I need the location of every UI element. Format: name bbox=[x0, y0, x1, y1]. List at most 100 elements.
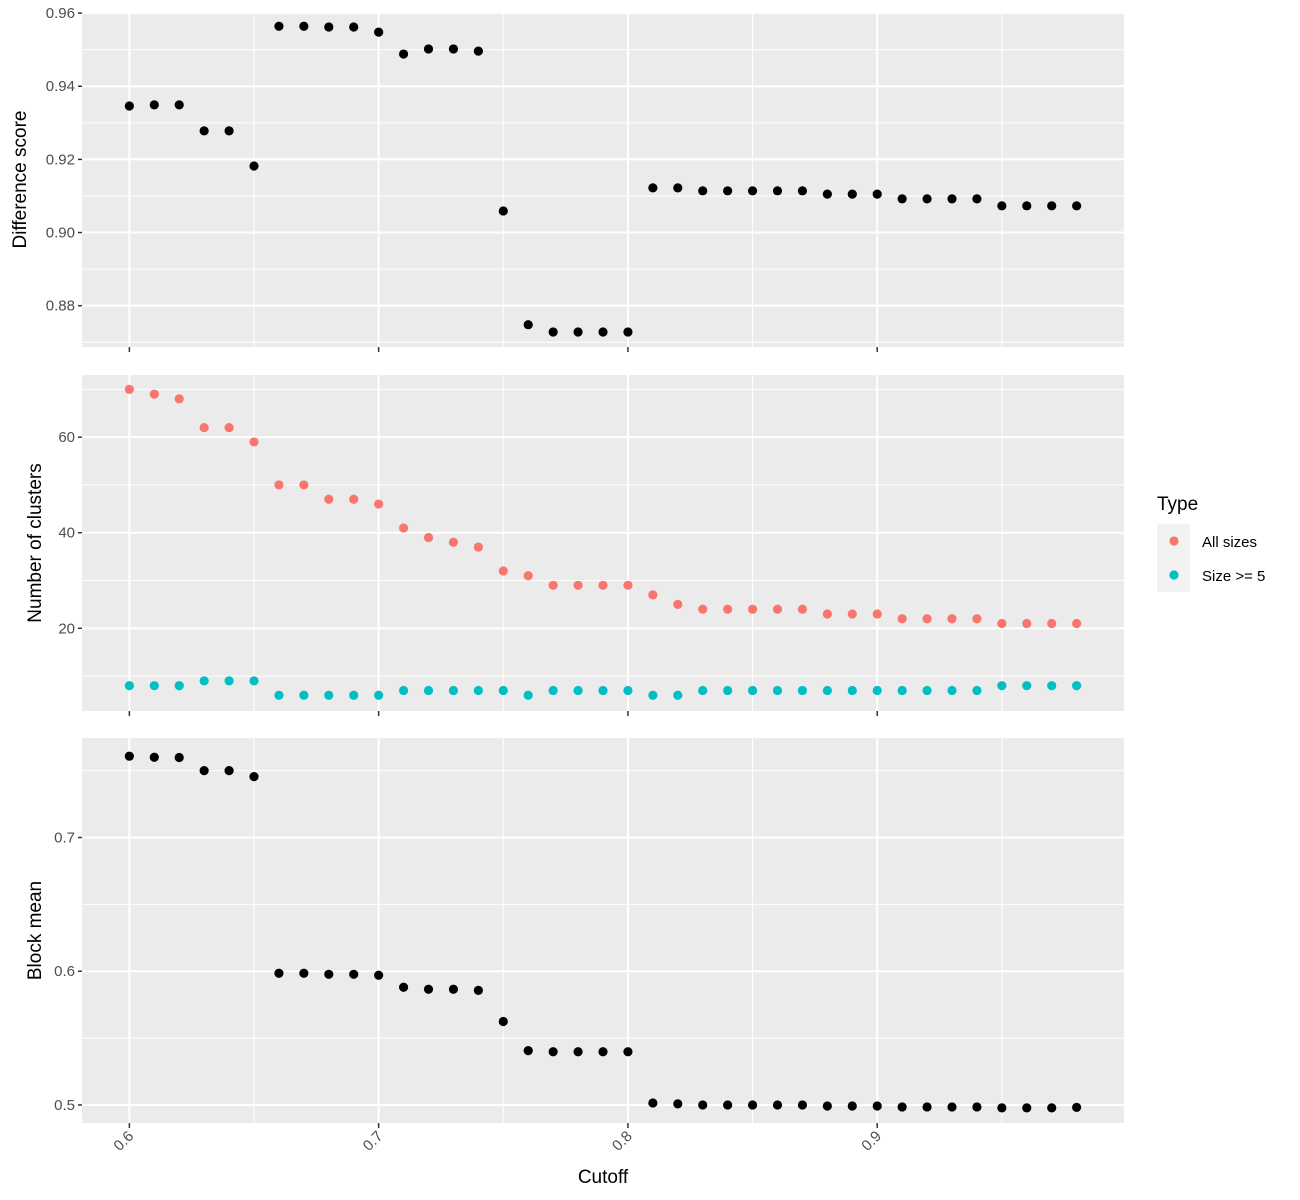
data-point bbox=[673, 1099, 683, 1109]
data-point bbox=[822, 685, 832, 696]
data-point bbox=[448, 685, 459, 696]
data-point bbox=[324, 22, 334, 32]
data-point bbox=[872, 685, 882, 696]
data-point bbox=[224, 766, 234, 776]
data-point bbox=[573, 580, 583, 590]
y-tick-label: 0.94 bbox=[46, 78, 75, 95]
y-tick-label: 0.5 bbox=[54, 1097, 75, 1114]
data-point bbox=[249, 772, 259, 782]
data-point bbox=[723, 685, 733, 696]
data-point bbox=[324, 690, 334, 700]
data-point bbox=[1047, 681, 1057, 691]
data-point bbox=[747, 685, 758, 696]
y-tick-label: 60 bbox=[58, 429, 75, 446]
data-point bbox=[623, 1047, 633, 1057]
data-point bbox=[473, 46, 483, 56]
data-point bbox=[573, 327, 583, 337]
data-point bbox=[723, 186, 733, 196]
data-point bbox=[498, 566, 508, 576]
data-point bbox=[947, 614, 957, 624]
data-point bbox=[897, 1102, 907, 1112]
data-point bbox=[174, 394, 184, 404]
data-point bbox=[1022, 1103, 1032, 1113]
legend-entry: All sizes bbox=[1157, 524, 1257, 558]
data-point bbox=[648, 690, 658, 700]
legend-label: All sizes bbox=[1202, 534, 1257, 551]
data-point bbox=[797, 604, 808, 614]
data-point bbox=[698, 685, 708, 696]
data-point bbox=[374, 27, 384, 37]
data-point bbox=[548, 685, 558, 696]
y-axis-title: Number of clusters bbox=[25, 463, 46, 622]
data-point bbox=[972, 194, 982, 204]
y-tick-label: 0.92 bbox=[46, 151, 75, 168]
data-point bbox=[972, 1102, 982, 1112]
data-point bbox=[822, 189, 832, 199]
data-point bbox=[947, 1102, 957, 1112]
y-tick-label: 0.96 bbox=[46, 5, 75, 22]
data-point bbox=[573, 1047, 583, 1057]
y-axis-title: Block mean bbox=[25, 881, 46, 980]
data-point bbox=[423, 532, 434, 543]
data-point bbox=[199, 422, 209, 433]
data-point bbox=[224, 676, 234, 686]
panel-background bbox=[82, 12, 1124, 347]
data-point bbox=[698, 604, 708, 614]
data-point bbox=[947, 194, 957, 204]
data-point bbox=[772, 604, 783, 614]
data-point bbox=[997, 618, 1007, 629]
x-axis-title: Cutoff bbox=[578, 1167, 629, 1188]
data-point bbox=[698, 1100, 708, 1110]
data-point bbox=[648, 590, 658, 600]
data-point bbox=[274, 480, 284, 490]
data-point bbox=[523, 690, 533, 700]
data-point bbox=[523, 320, 533, 330]
data-point bbox=[772, 186, 783, 196]
data-point bbox=[398, 49, 409, 59]
data-point bbox=[349, 969, 359, 979]
y-tick-label: 20 bbox=[58, 620, 75, 637]
data-point bbox=[224, 126, 234, 136]
data-point bbox=[847, 1101, 857, 1111]
data-point bbox=[349, 22, 359, 32]
y-tick-label: 0.7 bbox=[54, 829, 75, 846]
y-tick-label: 0.90 bbox=[46, 225, 75, 242]
data-point bbox=[648, 1098, 658, 1108]
data-point bbox=[324, 494, 334, 504]
data-point bbox=[299, 968, 309, 978]
data-point bbox=[623, 580, 633, 590]
data-point bbox=[523, 1046, 533, 1056]
y-tick-label: 0.88 bbox=[46, 298, 75, 315]
data-point bbox=[498, 206, 508, 216]
data-point bbox=[972, 614, 982, 624]
data-point bbox=[598, 327, 608, 337]
x-tick-label: 0.6 bbox=[110, 1128, 137, 1155]
data-point bbox=[772, 1100, 783, 1110]
data-point bbox=[249, 676, 259, 686]
data-point bbox=[673, 183, 683, 193]
series-all-sizes bbox=[124, 384, 1082, 629]
panel-background bbox=[82, 375, 1124, 711]
data-point bbox=[473, 685, 483, 696]
data-point bbox=[847, 609, 857, 619]
data-point bbox=[1047, 201, 1057, 211]
data-point bbox=[174, 100, 184, 110]
legend-key-dot bbox=[1169, 570, 1179, 580]
data-point bbox=[747, 1100, 758, 1110]
data-point bbox=[897, 614, 907, 624]
data-point bbox=[199, 126, 209, 136]
data-point bbox=[448, 44, 459, 54]
data-point bbox=[1072, 1102, 1082, 1112]
data-point bbox=[498, 685, 508, 696]
legend-title: Type bbox=[1157, 494, 1198, 515]
data-point bbox=[349, 690, 359, 700]
data-point bbox=[997, 1103, 1007, 1113]
data-point bbox=[299, 480, 309, 490]
data-point bbox=[573, 685, 583, 696]
data-point bbox=[1022, 681, 1032, 691]
data-point bbox=[448, 537, 459, 547]
data-point bbox=[847, 685, 857, 696]
data-point bbox=[1047, 618, 1057, 629]
panel-background bbox=[82, 738, 1124, 1123]
